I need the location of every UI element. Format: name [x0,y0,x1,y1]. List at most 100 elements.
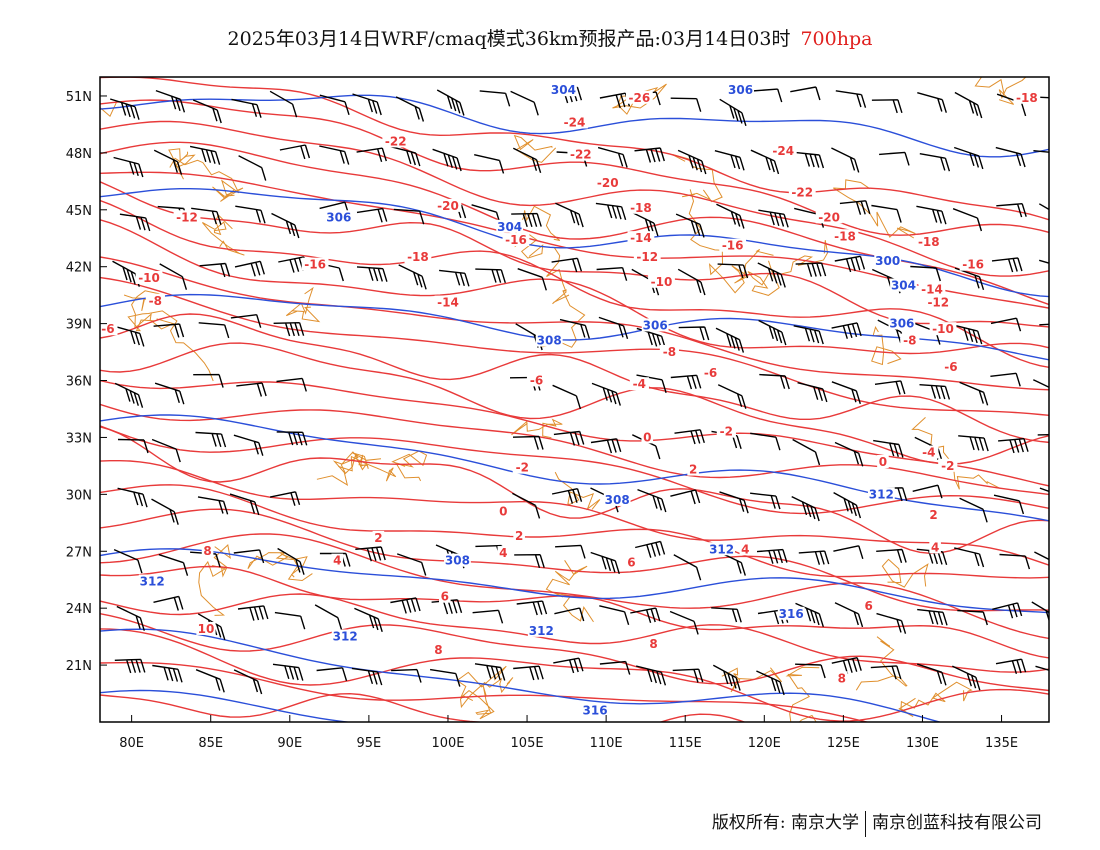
wind-barb [279,144,311,160]
temperature-label-bg [434,295,462,309]
wind-barb [113,548,143,574]
title-level: 700hpa [800,28,873,50]
geopotential-label: 304 [891,279,916,293]
wind-barb [954,267,985,291]
wind-barb [834,441,864,467]
geopotential-label-bg [867,487,895,501]
boundary-line [546,246,570,305]
wind-barb [233,549,265,564]
wind-barb [197,496,229,515]
temperature-label-bg [196,621,216,635]
wind-barb [1038,203,1049,211]
boundary-line [671,153,723,203]
lat-tick-label: 45N [66,204,92,219]
geopotential-label-bg [708,542,735,556]
lon-tick-label: 120E [748,736,781,751]
wind-barb [513,665,544,681]
boundary-line [855,636,908,691]
geopotential-label: 306 [326,210,351,224]
temperature-label-bg [739,542,752,556]
wind-barb [599,605,630,626]
boundary-line [911,417,1001,490]
temperature-label-bg [719,238,747,252]
wind-barb [551,257,583,273]
temperature-label: 6 [441,590,449,604]
wind-barb [833,545,864,560]
wind-barb [351,667,383,686]
wind-barb [719,98,747,127]
temperature-label-bg [439,589,451,603]
geopotential-label-bg [777,606,805,620]
temperature-label: -14 [921,282,943,296]
temperature-label: 8 [434,643,442,657]
wind-barb [230,314,262,328]
temperature-label: -2 [720,425,733,439]
temperature-label: -18 [1016,91,1038,105]
wind-barb [559,318,590,339]
wind-barb [510,90,539,116]
wind-barb [1039,487,1049,493]
wind-barb [271,212,300,239]
boundary-line [459,677,514,709]
temperature-label-bg [929,322,957,336]
temperature-label: 2 [929,508,937,522]
wind-barb [114,382,144,408]
geopotential-label: 312 [140,575,165,589]
geopotential-label: 308 [605,493,630,507]
temperature-contour [100,508,1049,612]
wind-barb [155,89,186,113]
wind-barb [916,205,947,225]
temperature-label-bg [769,143,797,157]
wind-barb [798,550,830,565]
geopotential-label-bg [641,318,669,332]
boundary-line [456,665,507,720]
wind-barb [834,255,866,273]
lon-tick-label: 100E [431,736,464,751]
lat-tick-label: 24N [66,602,92,617]
wind-barb [756,670,785,696]
wind-barb [393,208,425,225]
wind-barb [795,663,826,679]
temperature-label-bg [831,229,859,243]
wind-barb [876,612,907,634]
wind-barb [439,269,470,287]
temperature-label: 6 [865,599,873,613]
geopotential-contour [100,628,943,722]
boundary-line [688,189,774,294]
wind-barb [189,145,221,165]
temperature-contour [100,692,747,722]
wind-barb [916,663,947,686]
wind-barb [992,602,1023,619]
boundary-line [391,450,428,482]
wind-barb [998,438,1029,454]
geopotential-label: 312 [869,487,894,501]
temperature-label: -14 [630,231,652,245]
lon-tick-label: 115E [669,736,702,751]
wind-barb [269,491,301,506]
temperature-label: -18 [918,235,940,249]
geopotential-contour [100,94,1049,158]
wind-barb [117,487,148,508]
geopotential-label-bg [444,553,471,567]
temperature-label: -22 [385,134,407,148]
wind-barb [793,325,824,345]
wind-barb [917,608,948,626]
lat-tick-label: 39N [66,318,92,333]
wind-barb [839,200,871,215]
temperature-label: -18 [630,201,652,215]
wind-barb [999,553,1031,570]
temperature-label: -12 [636,250,658,264]
map-frame [99,76,1050,723]
temperature-label-bg [924,295,952,309]
temperature-label: -16 [722,239,744,253]
wind-barb [109,98,140,120]
wind-barb [512,435,544,450]
temperature-label: -18 [834,229,856,243]
temperature-label: -20 [437,199,459,213]
temperature-contour [100,661,870,722]
temperature-label-bg [145,293,165,307]
temperature-label: 0 [499,504,507,518]
temperature-label-bg [594,176,622,190]
wind-barb [1031,601,1049,623]
wind-barb [235,205,266,224]
